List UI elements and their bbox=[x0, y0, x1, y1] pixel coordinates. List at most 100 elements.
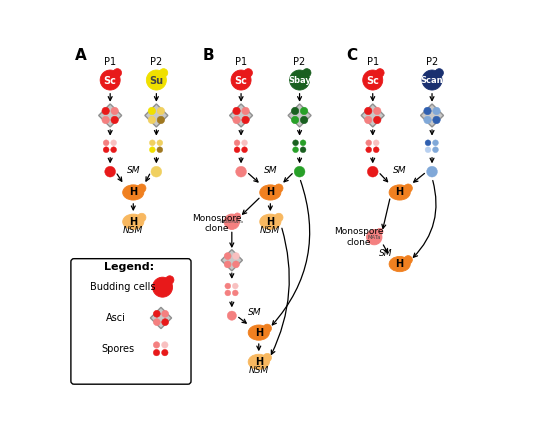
Circle shape bbox=[241, 147, 248, 153]
Text: H: H bbox=[129, 217, 138, 227]
Circle shape bbox=[160, 68, 168, 77]
Circle shape bbox=[153, 319, 160, 326]
Text: H: H bbox=[129, 187, 138, 198]
Circle shape bbox=[234, 140, 240, 146]
Circle shape bbox=[148, 107, 156, 115]
Circle shape bbox=[425, 140, 431, 146]
Circle shape bbox=[162, 342, 168, 348]
Polygon shape bbox=[421, 104, 443, 127]
Text: MATa/MATb: MATa/MATb bbox=[220, 220, 244, 224]
Circle shape bbox=[435, 68, 443, 77]
Circle shape bbox=[290, 70, 310, 90]
Circle shape bbox=[373, 116, 381, 124]
Ellipse shape bbox=[248, 354, 270, 369]
Text: H: H bbox=[255, 327, 263, 337]
Circle shape bbox=[424, 116, 431, 124]
Text: P2: P2 bbox=[426, 57, 438, 67]
Circle shape bbox=[157, 140, 163, 146]
Circle shape bbox=[244, 68, 252, 77]
Circle shape bbox=[146, 70, 166, 90]
Circle shape bbox=[225, 283, 230, 289]
Text: Sbay: Sbay bbox=[288, 76, 311, 85]
Polygon shape bbox=[361, 104, 384, 127]
Circle shape bbox=[224, 252, 231, 259]
Text: H: H bbox=[255, 357, 263, 367]
Circle shape bbox=[366, 147, 372, 153]
Text: MATa: MATa bbox=[367, 235, 381, 240]
Circle shape bbox=[103, 140, 109, 146]
Circle shape bbox=[365, 116, 372, 124]
Circle shape bbox=[157, 116, 164, 124]
Circle shape bbox=[433, 116, 440, 124]
Circle shape bbox=[153, 342, 160, 348]
Text: SM: SM bbox=[248, 308, 262, 317]
Circle shape bbox=[157, 107, 164, 115]
Text: SM: SM bbox=[263, 166, 277, 175]
Circle shape bbox=[433, 107, 440, 115]
Text: SM: SM bbox=[379, 249, 393, 258]
Polygon shape bbox=[221, 249, 243, 271]
Circle shape bbox=[274, 213, 283, 222]
Circle shape bbox=[294, 166, 305, 177]
Text: P2: P2 bbox=[294, 57, 306, 67]
Text: H: H bbox=[266, 187, 274, 198]
Text: Monospore
clone: Monospore clone bbox=[192, 214, 241, 233]
Circle shape bbox=[263, 354, 272, 362]
Circle shape bbox=[100, 70, 120, 90]
Polygon shape bbox=[98, 104, 122, 127]
Text: Asci: Asci bbox=[106, 313, 126, 323]
Text: Budding cells: Budding cells bbox=[90, 282, 155, 292]
Text: C: C bbox=[346, 48, 357, 63]
Circle shape bbox=[366, 140, 372, 146]
Circle shape bbox=[234, 213, 240, 219]
Text: Sc: Sc bbox=[235, 76, 248, 86]
Polygon shape bbox=[145, 104, 168, 127]
Circle shape bbox=[224, 261, 231, 268]
Circle shape bbox=[300, 140, 306, 146]
Circle shape bbox=[113, 68, 122, 77]
Circle shape bbox=[233, 252, 239, 259]
Circle shape bbox=[242, 107, 249, 115]
Circle shape bbox=[433, 147, 438, 153]
Circle shape bbox=[427, 166, 437, 177]
Circle shape bbox=[404, 184, 412, 192]
Circle shape bbox=[224, 214, 240, 229]
Text: Monospore
clone: Monospore clone bbox=[334, 228, 384, 247]
Text: NSM: NSM bbox=[123, 225, 144, 235]
Polygon shape bbox=[229, 104, 252, 127]
Circle shape bbox=[233, 261, 239, 268]
Circle shape bbox=[233, 116, 240, 124]
Circle shape bbox=[227, 311, 236, 320]
Circle shape bbox=[404, 255, 412, 264]
Text: P2: P2 bbox=[150, 57, 162, 67]
Circle shape bbox=[151, 166, 162, 177]
Text: H: H bbox=[395, 187, 404, 198]
Circle shape bbox=[300, 116, 308, 124]
Circle shape bbox=[425, 147, 431, 153]
Text: NSM: NSM bbox=[249, 366, 269, 375]
Circle shape bbox=[376, 68, 384, 77]
Circle shape bbox=[150, 140, 155, 146]
Circle shape bbox=[231, 70, 251, 90]
Circle shape bbox=[153, 310, 160, 317]
Ellipse shape bbox=[123, 214, 144, 229]
Text: SM: SM bbox=[393, 166, 406, 175]
Circle shape bbox=[236, 166, 246, 177]
Circle shape bbox=[162, 319, 168, 326]
Circle shape bbox=[150, 147, 155, 153]
Circle shape bbox=[102, 107, 109, 115]
Circle shape bbox=[148, 116, 156, 124]
Circle shape bbox=[377, 228, 383, 235]
Circle shape bbox=[373, 140, 379, 146]
Circle shape bbox=[152, 277, 173, 297]
Circle shape bbox=[302, 68, 311, 77]
Circle shape bbox=[367, 166, 378, 177]
Circle shape bbox=[242, 116, 249, 124]
Circle shape bbox=[162, 310, 168, 317]
Circle shape bbox=[138, 213, 146, 222]
Text: Su: Su bbox=[149, 76, 163, 86]
Circle shape bbox=[263, 324, 272, 333]
Circle shape bbox=[300, 107, 308, 115]
Text: SM: SM bbox=[126, 166, 140, 175]
Text: P1: P1 bbox=[104, 57, 116, 67]
